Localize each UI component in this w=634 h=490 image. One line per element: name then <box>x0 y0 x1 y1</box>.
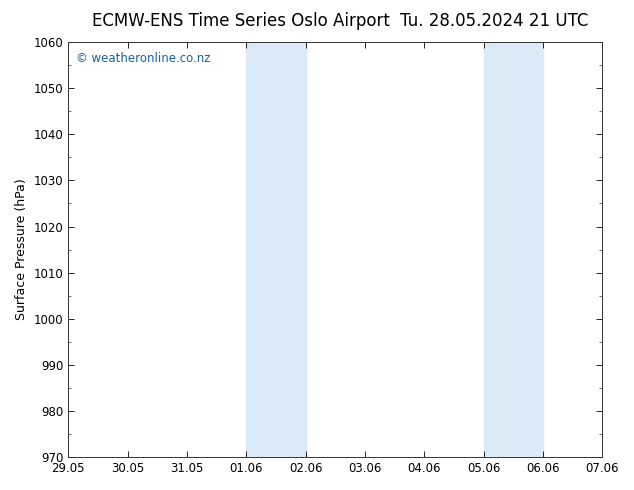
Bar <box>246 42 306 457</box>
Bar <box>484 42 543 457</box>
Text: © weatheronline.co.nz: © weatheronline.co.nz <box>76 52 210 66</box>
Y-axis label: Surface Pressure (hPa): Surface Pressure (hPa) <box>15 179 28 320</box>
Text: ECMW-ENS Time Series Oslo Airport: ECMW-ENS Time Series Oslo Airport <box>92 12 390 30</box>
Text: Tu. 28.05.2024 21 UTC: Tu. 28.05.2024 21 UTC <box>400 12 589 30</box>
